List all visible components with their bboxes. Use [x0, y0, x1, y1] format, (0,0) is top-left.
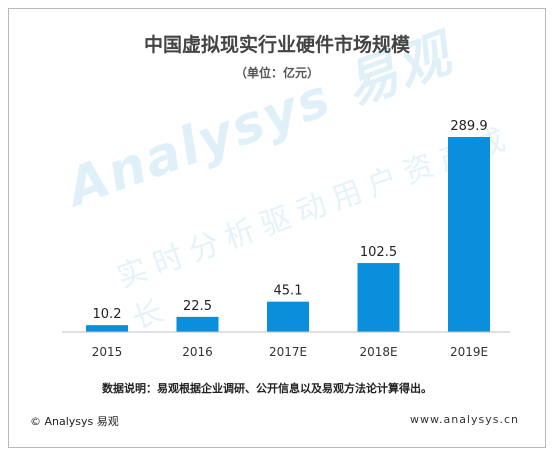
value-label-2016: 22.5 — [183, 299, 212, 314]
bar-2019E — [448, 137, 490, 332]
chart-subtitle: （单位：亿元） — [234, 66, 319, 80]
bar-2015 — [86, 325, 128, 332]
category-label-2018E: 2018E — [359, 345, 397, 359]
value-label-2019E: 289.9 — [450, 119, 487, 134]
bar-2016 — [176, 316, 219, 332]
bar-2018E — [357, 263, 400, 332]
data-note: 数据说明：易观根据企业调研、公开信息以及易观方法论计算得出。 — [102, 382, 432, 395]
bar-2017E — [267, 301, 309, 332]
category-label-2015: 2015 — [92, 345, 123, 359]
category-label-2019E: 2019E — [450, 345, 488, 359]
value-label-2015: 10.2 — [93, 307, 122, 322]
category-label-2017E: 2017E — [269, 345, 307, 359]
value-label-2017E: 45.1 — [274, 284, 303, 299]
chart-title: 中国虚拟现实行业硬件市场规模 — [143, 34, 410, 56]
website-link[interactable]: www.analysys.cn — [410, 413, 519, 426]
category-label-2016: 2016 — [182, 345, 213, 359]
copyright: © Analysys 易观 — [30, 415, 119, 428]
value-label-2018E: 102.5 — [360, 245, 397, 260]
